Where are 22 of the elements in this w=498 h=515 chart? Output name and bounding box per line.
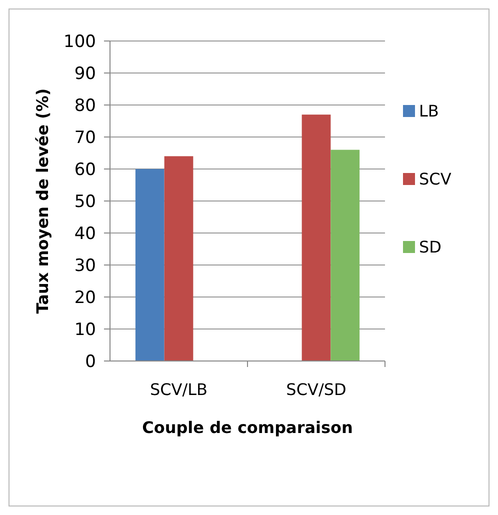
y-tick-label: 50 (74, 192, 96, 212)
x-tick-label: SCV/LB (150, 380, 208, 399)
y-tick-label: 60 (74, 160, 96, 180)
legend-label: SD (419, 238, 442, 257)
y-tick-label: 100 (64, 32, 96, 52)
bar (302, 114, 331, 361)
legend-label: LB (419, 102, 439, 121)
legend-label: SCV (419, 170, 452, 189)
bar (135, 169, 164, 361)
y-tick-label: 0 (85, 352, 96, 372)
y-tick-label: 90 (74, 64, 96, 84)
bar (330, 150, 360, 361)
x-axis-title: Couple de comparaison (142, 418, 353, 437)
bar (164, 156, 194, 361)
y-tick-label: 10 (74, 320, 96, 340)
x-tick-label: SCV/SD (286, 380, 346, 399)
y-tick-label: 80 (74, 96, 96, 116)
y-axis-title: Taux moyen de levée (%) (33, 88, 52, 314)
y-tick-label: 40 (74, 224, 96, 244)
y-tick-label: 20 (74, 288, 96, 308)
y-tick-label: 70 (74, 128, 96, 148)
y-tick-label: 30 (74, 256, 96, 276)
